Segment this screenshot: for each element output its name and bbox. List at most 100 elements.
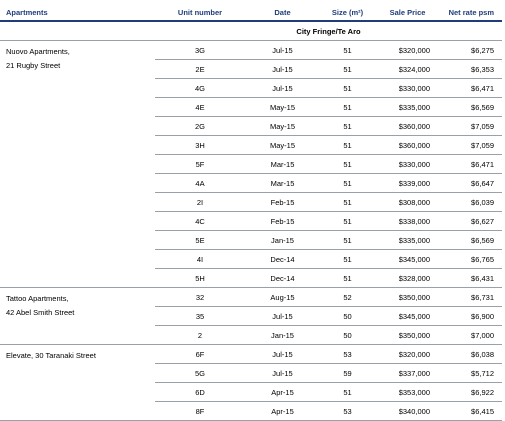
table-row: 6D Apr-15 51 $353,000 $6,922 (0, 382, 502, 402)
rate-cell: $6,922 (440, 382, 502, 402)
price-cell: $339,000 (375, 173, 440, 193)
price-cell: $335,000 (375, 230, 440, 250)
table-row: 4A Mar-15 51 $339,000 $6,647 (0, 173, 502, 193)
size-cell: 53 (320, 401, 375, 421)
date-cell: Mar-15 (245, 154, 320, 174)
apartment-name: Tattoo Apartments, 42 Abel Smith Street (0, 287, 155, 345)
header-sale-price: Sale Price (375, 4, 440, 22)
unit-cell: 5H (155, 268, 245, 288)
section-title: City Fringe/Te Aro (155, 21, 502, 41)
size-cell: 51 (320, 173, 375, 193)
size-cell: 51 (320, 211, 375, 231)
unit-cell: 3H (155, 135, 245, 155)
size-cell: 51 (320, 249, 375, 269)
date-cell: May-15 (245, 116, 320, 136)
unit-cell: 8F (155, 401, 245, 421)
table-row: 5G Jul-15 59 $337,000 $5,712 (0, 363, 502, 383)
table-row: 2 Jan-15 50 $350,000 $7,000 (0, 325, 502, 345)
table-row: Tattoo Apartments, 42 Abel Smith Street 32… (0, 287, 502, 345)
table-row: Elevate, 30 Taranaki Street 6F Jul-15 53 $32… (0, 344, 502, 421)
table-row: Nuovo Apartments, 21 Rugby Street 3G Jul-15… (0, 40, 502, 288)
apartment-name-line2: 21 Rugby Street (6, 61, 61, 70)
unit-cell: 5E (155, 230, 245, 250)
unit-cell: 32 (155, 287, 245, 307)
date-cell: Dec-14 (245, 268, 320, 288)
price-cell: $345,000 (375, 306, 440, 326)
size-cell: 51 (320, 116, 375, 136)
date-cell: Jan-15 (245, 230, 320, 250)
price-cell: $350,000 (375, 287, 440, 307)
price-cell: $335,000 (375, 97, 440, 117)
price-cell: $340,000 (375, 401, 440, 421)
size-cell: 51 (320, 97, 375, 117)
price-cell: $308,000 (375, 192, 440, 212)
rate-cell: $6,038 (440, 344, 502, 364)
date-cell: Apr-15 (245, 382, 320, 402)
section-row: City Fringe/Te Aro (0, 21, 502, 41)
unit-cell: 2 (155, 325, 245, 345)
apartment-name: Elevate, 30 Taranaki Street (0, 344, 155, 421)
rate-cell: $6,431 (440, 268, 502, 288)
apartment-sales-table: Apartments Unit number Date Size (m²) Sa… (0, 4, 502, 421)
unit-cell: 5F (155, 154, 245, 174)
header-date: Date (245, 4, 320, 22)
price-cell: $330,000 (375, 78, 440, 98)
table-row: 35 Jul-15 50 $345,000 $6,900 (0, 306, 502, 326)
date-cell: Jul-15 (245, 344, 320, 364)
size-cell: 51 (320, 59, 375, 79)
apartment-name-line1: Tattoo Apartments, (6, 294, 69, 303)
date-cell: Mar-15 (245, 173, 320, 193)
size-cell: 50 (320, 325, 375, 345)
rate-cell: $5,712 (440, 363, 502, 383)
rate-cell: $6,569 (440, 230, 502, 250)
unit-cell: 35 (155, 306, 245, 326)
size-cell: 50 (320, 306, 375, 326)
apartment-name-line2: 42 Abel Smith Street (6, 308, 75, 317)
rate-cell: $6,039 (440, 192, 502, 212)
rate-cell: $6,765 (440, 249, 502, 269)
date-cell: Jul-15 (245, 363, 320, 383)
size-cell: 51 (320, 382, 375, 402)
rate-cell: $7,000 (440, 325, 502, 345)
rate-cell: $7,059 (440, 135, 502, 155)
date-cell: Jul-15 (245, 59, 320, 79)
size-cell: 51 (320, 230, 375, 250)
date-cell: May-15 (245, 135, 320, 155)
unit-cell: 2E (155, 59, 245, 79)
table-row: 4E May-15 51 $335,000 $6,569 (0, 97, 502, 117)
header-net-rate: Net rate psm (440, 4, 502, 22)
unit-cell: 6F (155, 344, 245, 364)
rate-cell: $6,731 (440, 287, 502, 307)
date-cell: Aug-15 (245, 287, 320, 307)
date-cell: May-15 (245, 97, 320, 117)
price-cell: $360,000 (375, 116, 440, 136)
table-row: 5H Dec-14 51 $328,000 $6,431 (0, 268, 502, 288)
table-row: 8F Apr-15 53 $340,000 $6,415 (0, 401, 502, 421)
unit-cell: 5G (155, 363, 245, 383)
unit-cell: 4E (155, 97, 245, 117)
date-cell: Feb-15 (245, 192, 320, 212)
date-cell: Jul-15 (245, 78, 320, 98)
size-cell: 51 (320, 78, 375, 98)
table-row: 4C Feb-15 51 $338,000 $6,627 (0, 211, 502, 231)
rate-cell: $6,471 (440, 154, 502, 174)
rate-cell: $6,275 (440, 40, 502, 60)
price-cell: $320,000 (375, 40, 440, 60)
size-cell: 51 (320, 40, 375, 60)
table-row: 2G May-15 51 $360,000 $7,059 (0, 116, 502, 136)
unit-cell: 4A (155, 173, 245, 193)
price-cell: $328,000 (375, 268, 440, 288)
header-apartments: Apartments (0, 4, 155, 22)
size-cell: 53 (320, 344, 375, 364)
date-cell: Jan-15 (245, 325, 320, 345)
size-cell: 59 (320, 363, 375, 383)
table-row: 2I Feb-15 51 $308,000 $6,039 (0, 192, 502, 212)
rate-cell: $6,627 (440, 211, 502, 231)
date-cell: Dec-14 (245, 249, 320, 269)
table-row: 2E Jul-15 51 $324,000 $6,353 (0, 59, 502, 79)
date-cell: Jul-15 (245, 306, 320, 326)
apartment-name-line1: Nuovo Apartments, (6, 47, 70, 56)
price-cell: $330,000 (375, 154, 440, 174)
price-cell: $337,000 (375, 363, 440, 383)
date-cell: Jul-15 (245, 40, 320, 60)
